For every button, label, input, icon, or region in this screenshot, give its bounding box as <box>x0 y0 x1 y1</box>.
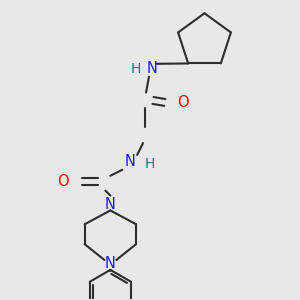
Text: N: N <box>146 61 158 76</box>
Text: H: H <box>145 157 155 171</box>
Text: N: N <box>105 197 116 212</box>
Text: O: O <box>177 95 188 110</box>
Text: H: H <box>131 62 141 76</box>
Text: N: N <box>125 154 136 169</box>
Text: O: O <box>57 174 69 189</box>
Text: N: N <box>105 256 116 272</box>
